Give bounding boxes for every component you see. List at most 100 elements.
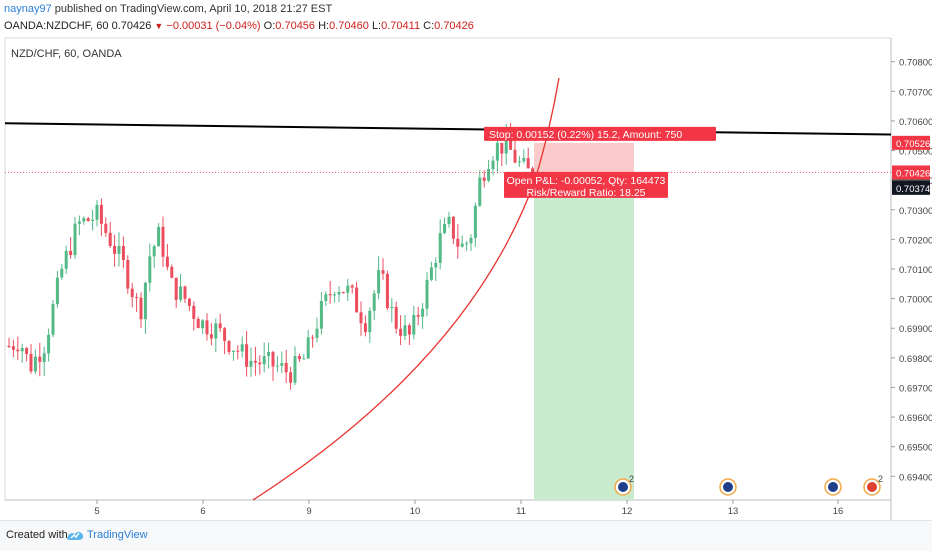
footer: Created with TradingView <box>0 520 932 551</box>
candle-body <box>346 285 350 293</box>
event-badge[interactable] <box>719 478 737 496</box>
low-label: L: <box>371 20 382 32</box>
candle-body <box>121 246 125 260</box>
candle-body <box>143 282 147 320</box>
last-price: 0.70426 <box>111 20 152 32</box>
candle-body <box>425 279 429 309</box>
plot-area[interactable] <box>4 37 892 501</box>
symbol-label: OANDA:NZDCHF, 60 <box>4 20 109 32</box>
candle-body <box>465 243 469 245</box>
target-zone[interactable] <box>534 187 634 500</box>
candle-body <box>130 288 134 298</box>
candle-body <box>363 323 367 333</box>
event-badge-count: 2 <box>629 474 634 484</box>
current-price-label: 0.70426 <box>896 168 930 179</box>
candle-body <box>271 351 275 367</box>
y-tick-label: 0.70300 <box>899 206 932 217</box>
y-tick-label: 0.70800 <box>899 58 932 69</box>
candle-body <box>381 270 385 274</box>
candle-body <box>77 221 81 224</box>
candle-body <box>205 320 209 335</box>
flag-icon <box>867 482 877 492</box>
candle-body <box>91 219 95 221</box>
candle-body <box>223 328 227 342</box>
candle-body <box>161 226 165 257</box>
candle-body <box>209 334 213 339</box>
candle-body <box>469 237 473 244</box>
candle-body <box>69 250 73 256</box>
candle-body <box>306 337 310 359</box>
open-value: 0.70456 <box>275 20 316 32</box>
tradingview-link[interactable]: TradingView <box>87 529 148 541</box>
candle-body <box>315 328 319 338</box>
candle-body <box>324 294 328 301</box>
candle-body <box>196 318 200 329</box>
trendline[interactable] <box>4 122 892 136</box>
author-link[interactable]: naynay97 <box>4 3 52 15</box>
flag-icon <box>828 482 838 492</box>
candle-body <box>399 328 403 336</box>
x-tick-label: 6 <box>200 506 205 517</box>
stop-info-bg <box>484 126 716 141</box>
rr-info-text: Risk/Reward Ratio: 18.25 <box>526 187 645 199</box>
candle-body <box>368 310 372 333</box>
candle-body <box>403 325 407 336</box>
stop-price-label-bg <box>892 135 930 150</box>
y-tick-label: 0.69700 <box>899 383 932 394</box>
current-price-label-bg <box>892 165 930 180</box>
y-tick-label: 0.69600 <box>899 413 932 424</box>
y-tick-label: 0.70000 <box>899 295 932 306</box>
candle-body <box>438 233 442 263</box>
price-chart[interactable]: 0.708000.707000.706000.705000.704000.703… <box>0 0 932 520</box>
event-badge[interactable]: 2 <box>863 474 883 496</box>
y-tick-label: 0.69500 <box>899 443 932 454</box>
close-label: C: <box>423 20 435 32</box>
candle-body <box>447 216 451 224</box>
candle-body <box>82 218 86 222</box>
candle-body <box>504 136 508 154</box>
y-tick-label: 0.70100 <box>899 265 932 276</box>
candle-body <box>275 365 279 367</box>
tradingview-logo-icon[interactable] <box>66 528 84 542</box>
event-badge[interactable] <box>824 478 842 496</box>
candle-body <box>42 353 46 362</box>
candle-body <box>60 268 64 278</box>
price-axis[interactable]: 0.708000.707000.706000.705000.704000.703… <box>891 58 932 484</box>
y-tick-label: 0.70200 <box>899 235 932 246</box>
drawings[interactable] <box>4 77 892 501</box>
candle-body <box>218 323 222 329</box>
candle-body <box>25 348 29 354</box>
candle-body <box>29 353 33 372</box>
curve-drawing[interactable] <box>252 77 560 501</box>
time-axis[interactable]: 5 6 9 10 11 12 13 16 <box>94 500 843 517</box>
candle-body <box>170 266 174 278</box>
x-tick-label: 9 <box>306 506 311 517</box>
high-label: H: <box>318 20 330 32</box>
candle-body <box>377 270 381 294</box>
candle-body <box>187 298 191 306</box>
candle-body <box>99 204 103 224</box>
candle-body <box>297 356 301 360</box>
candle-body <box>456 238 460 247</box>
x-tick-label: 11 <box>516 506 526 517</box>
candle-body <box>11 346 15 350</box>
candle-body <box>38 356 42 362</box>
flag-icon <box>723 482 733 492</box>
ohlc-legend: OANDA:NZDCHF, 60 0.70426 ▼ −0.00031 (−0.… <box>4 20 474 32</box>
entry-price-label-bg <box>892 180 930 195</box>
candle-body <box>302 358 306 360</box>
candle-body <box>148 256 152 283</box>
candle-body <box>249 360 253 367</box>
candle-body <box>95 204 99 220</box>
candle-body <box>183 286 187 299</box>
candle-body <box>319 300 323 329</box>
pnl-info-text: Open P&L: -0.00052, Qty: 164473 <box>507 175 666 187</box>
candle-body <box>337 292 341 295</box>
candle-body <box>390 306 394 309</box>
event-badge[interactable]: 2 <box>614 474 634 496</box>
candle-body <box>126 259 130 289</box>
y-tick-label: 0.69400 <box>899 472 932 483</box>
candle-body <box>495 142 499 161</box>
high-value: 0.70460 <box>329 20 369 32</box>
